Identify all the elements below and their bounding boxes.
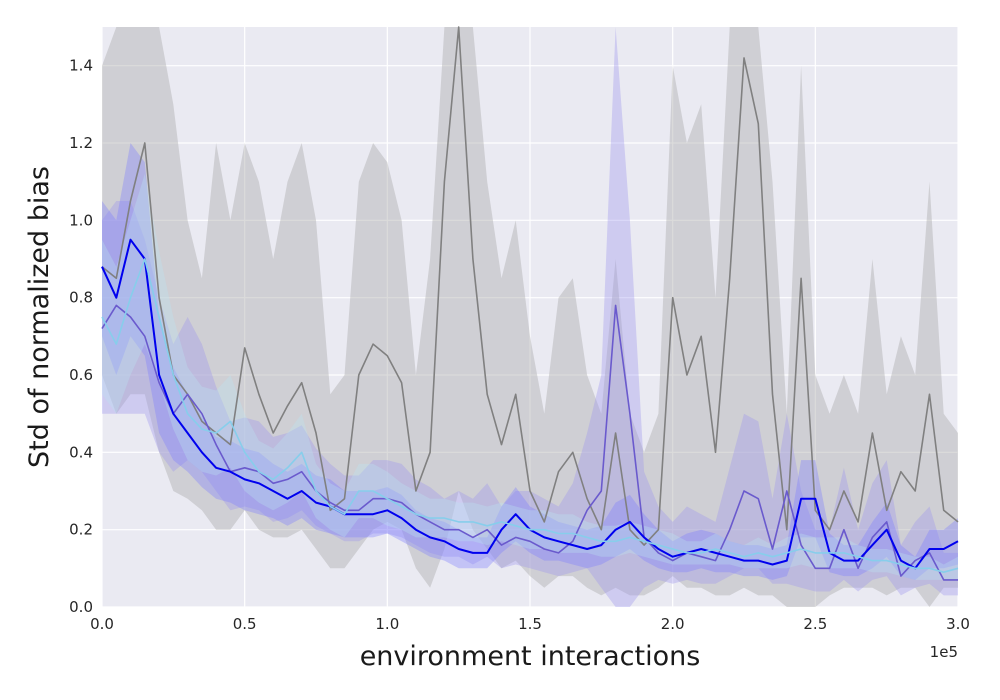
- series-2-line: [101, 304, 958, 581]
- y-tick-label: 0.4: [69, 443, 93, 461]
- y-tick-label: 1.2: [69, 134, 93, 152]
- confidence-bands: [102, 27, 958, 607]
- series-1-band: [102, 27, 958, 607]
- x-tick-label: 1.0: [375, 615, 399, 633]
- series-3-band: [102, 143, 958, 580]
- x-axis-label: environment interactions: [360, 641, 701, 672]
- x-tick-label: 0.0: [90, 615, 114, 633]
- x-tick-label: 3.0: [946, 615, 970, 633]
- series-1-line: [101, 26, 959, 546]
- y-tick-label: 0.0: [69, 598, 93, 616]
- series-2-band: [102, 27, 958, 607]
- x-offset-label: 1e5: [930, 643, 958, 661]
- y-axis-label: Std of normalized bias: [24, 166, 55, 468]
- y-tick-label: 1.4: [69, 57, 93, 75]
- series-4-line: [101, 258, 959, 574]
- x-tick-labels: 0.0 0.5 1.0 1.5 2.0 2.5 3.0: [90, 615, 970, 633]
- y-tick-labels: 0.0 0.2 0.4 0.6 0.8 1.0 1.2 1.4: [69, 57, 93, 616]
- x-tick-label: 2.0: [661, 615, 685, 633]
- y-tick-label: 0.2: [69, 521, 93, 539]
- x-tick-label: 1.5: [518, 615, 542, 633]
- x-tick-label: 0.5: [233, 615, 257, 633]
- grid-lines: [101, 27, 959, 608]
- series-4-band: [102, 173, 958, 580]
- y-tick-label: 0.6: [69, 366, 93, 384]
- series-lines: [101, 26, 959, 581]
- y-tick-label: 1.0: [69, 211, 93, 229]
- x-tick-label: 2.5: [803, 615, 827, 633]
- y-tick-label: 0.8: [69, 289, 93, 307]
